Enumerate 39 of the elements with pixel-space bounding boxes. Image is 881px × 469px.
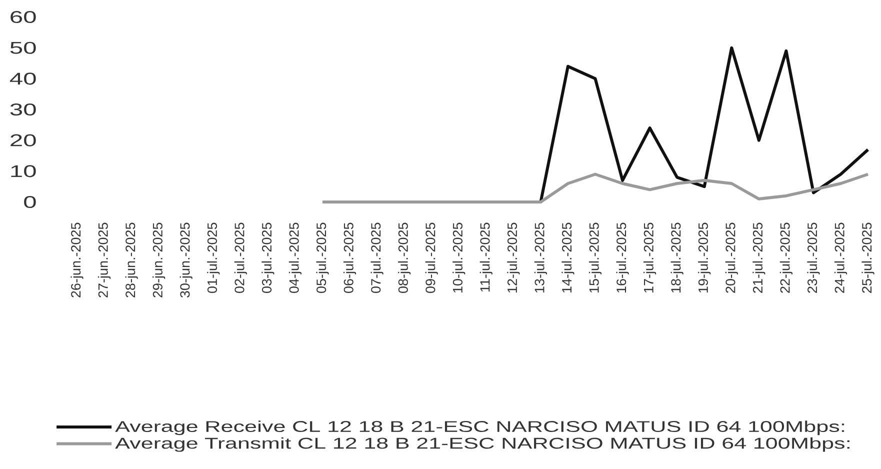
x-tick-label: 05-jul.-2025 <box>316 222 329 293</box>
y-tick-label: 30 <box>10 103 36 116</box>
y-tick-label: 10 <box>11 165 36 178</box>
x-tick-label: 18-jul.-2025 <box>670 222 684 292</box>
x-tick-label: 09-jul.-2025 <box>425 222 438 293</box>
x-tick-label: 28-jun.-2025 <box>125 222 138 298</box>
x-tick-label: 07-jul.-2025 <box>370 222 384 293</box>
x-tick-label: 14-jul.-2025 <box>562 222 574 292</box>
x-tick-label: 23-jul.-2025 <box>807 222 820 293</box>
x-tick-label: 11-jul.-2025 <box>480 222 492 292</box>
x-tick-label: 22-jul.-2025 <box>780 222 792 293</box>
x-tick-label: 25-jul.-2025 <box>862 222 874 293</box>
y-tick-label: 50 <box>10 42 36 54</box>
x-tick-label: 04-jul.-2025 <box>288 222 302 293</box>
x-tick-label: 06-jul.-2025 <box>343 222 356 293</box>
x-tick-label: 29-jun.-2025 <box>152 222 166 298</box>
y-tick-label: 40 <box>10 72 36 85</box>
x-tick-label: 02-jul.-2025 <box>234 222 247 293</box>
x-tick-label: 16-jul.-2025 <box>616 222 629 292</box>
x-tick-label: 24-jul.-2025 <box>834 222 848 293</box>
x-tick-label: 03-jul.-2025 <box>262 222 274 293</box>
x-tick-label: 08-jul.-2025 <box>398 222 411 293</box>
x-tick-label: 19-jul.-2025 <box>698 222 711 292</box>
y-tick-label: 20 <box>10 134 36 146</box>
x-tick-label: 26-jun.-2025 <box>70 222 84 298</box>
legend-label: Average Transmit CL 12 18 B 21-ESC NARCISO MATUS ID 64 100Mbps: <box>115 437 850 452</box>
y-tick-label: 0 <box>24 196 36 208</box>
x-tick-label: 10-jul.-2025 <box>452 222 466 292</box>
y-tick-label: 60 <box>10 10 36 24</box>
x-tick-label: 30-jun.-2025 <box>180 222 192 298</box>
x-tick-label: 12-jul.-2025 <box>507 222 520 292</box>
x-tick-label: 20-jul.-2025 <box>725 222 738 293</box>
x-tick-label: 17-jul.-2025 <box>644 222 656 292</box>
x-tick-label: 21-jul.-2025 <box>752 222 766 293</box>
x-tick-label: 13-jul.-2025 <box>534 222 547 292</box>
legend-label: Average Receive CL 12 18 B 21-ESC NARCISO MATUS ID 64 100Mbps: <box>115 420 844 436</box>
x-tick-label: 01-jul.-2025 <box>207 222 220 293</box>
x-tick-label: 15-jul.-2025 <box>588 222 602 292</box>
x-tick-label: 27-jun.-2025 <box>98 222 111 298</box>
